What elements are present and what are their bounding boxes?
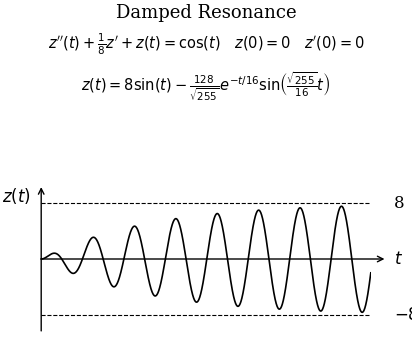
Text: $z(t)$: $z(t)$ bbox=[2, 186, 31, 206]
Text: $-8$: $-8$ bbox=[394, 307, 412, 323]
Text: $z(t) = 8\sin(t) - \frac{128}{\sqrt{255}}e^{-t/16}\sin\!\left(\frac{\sqrt{255}}{: $z(t) = 8\sin(t) - \frac{128}{\sqrt{255}… bbox=[81, 70, 331, 103]
Text: Damped Resonance: Damped Resonance bbox=[116, 4, 296, 21]
Text: $t$: $t$ bbox=[394, 251, 403, 267]
Text: 8: 8 bbox=[394, 195, 405, 211]
Text: $z''(t) + \frac{1}{8}z' + z(t) = \cos(t) \quad z(0) = 0 \quad z'(0) = 0$: $z''(t) + \frac{1}{8}z' + z(t) = \cos(t)… bbox=[47, 32, 365, 57]
